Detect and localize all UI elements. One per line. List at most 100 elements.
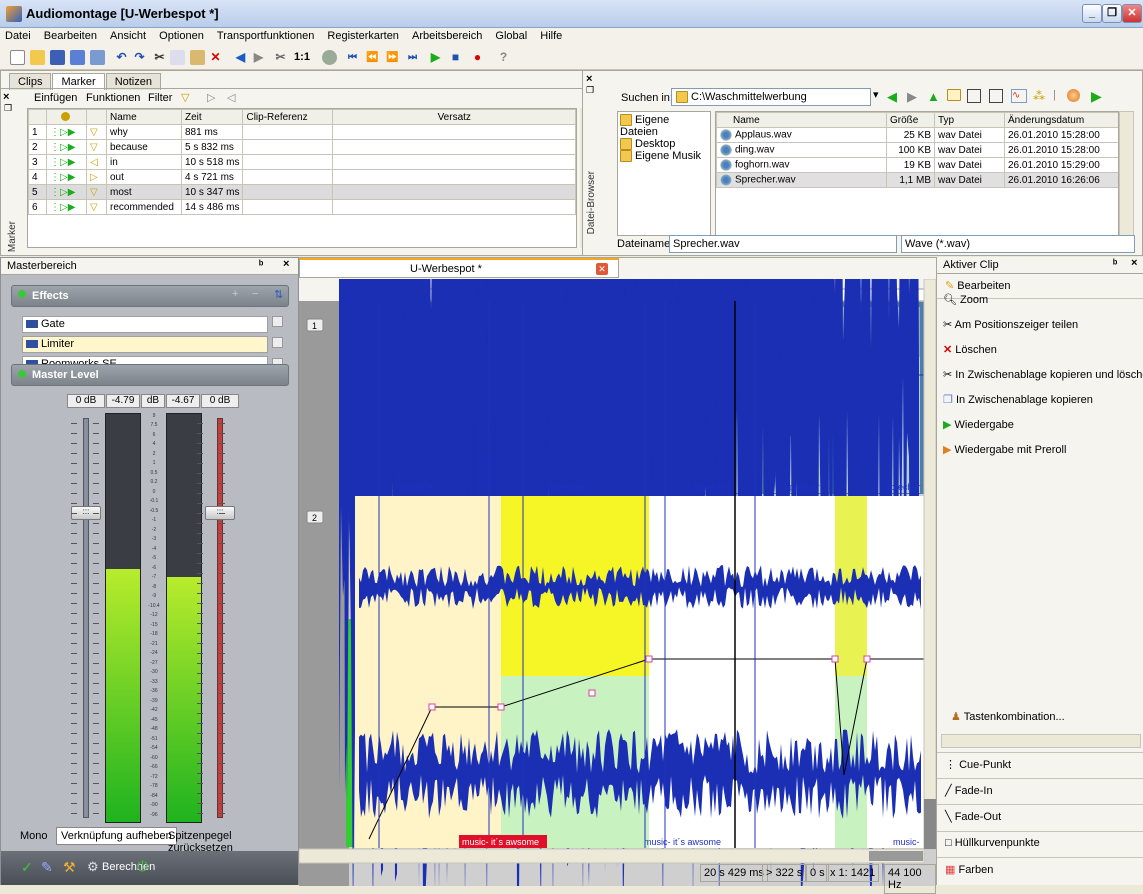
effects-header[interactable]: Effects + − ⇅ <box>11 285 289 307</box>
master-power-icon[interactable] <box>18 370 26 378</box>
split-icon[interactable]: ✂ <box>275 50 286 64</box>
file-row[interactable]: Applaus.wav 25 KB wav Datei 26.01.2010 15:2… <box>716 127 1118 143</box>
fast-forward-icon[interactable]: ⏩ <box>386 52 399 63</box>
dropdown-icon[interactable]: ▾ <box>873 89 879 101</box>
effects-power-icon[interactable] <box>18 290 26 298</box>
track2-number-box[interactable] <box>306 510 324 524</box>
effects-add-icon[interactable]: + <box>232 288 239 300</box>
active-clip-hscroll[interactable] <box>941 734 1141 748</box>
icons-view-icon[interactable] <box>967 89 981 103</box>
cut-icon[interactable]: ✂ <box>154 50 165 64</box>
master-level-header[interactable]: Master Level <box>11 364 289 386</box>
menu-bearbeiten[interactable]: Bearbeiten <box>43 30 97 42</box>
master-float-icon[interactable]: ᵇ <box>259 259 264 271</box>
play-icon[interactable]: ▶ <box>430 50 441 64</box>
unlink-button[interactable]: Verknüpfung aufheben <box>56 827 177 845</box>
filter-menu[interactable]: Filter <box>148 92 173 104</box>
section-envelope-points[interactable]: □ Hüllkurvenpunkte <box>937 831 1143 855</box>
sync-icon[interactable] <box>322 50 337 65</box>
list-view-icon[interactable] <box>989 89 1003 103</box>
menu-global[interactable]: Global <box>495 30 528 42</box>
insert-menu[interactable]: Einfügen <box>34 92 78 104</box>
menu-hilfe[interactable]: Hilfe <box>540 30 563 42</box>
functions-menu[interactable]: Funktionen <box>86 92 141 104</box>
file-row[interactable]: foghorn.wav 19 KB wav Datei 26.01.2010 15:2… <box>716 157 1118 173</box>
marker-start-icon[interactable]: ▷ <box>207 92 216 104</box>
section-fade-out[interactable]: ╲ Fade-Out <box>937 804 1143 828</box>
master-close-icon[interactable]: × <box>283 258 290 270</box>
delete-action[interactable]: ✕ Löschen <box>943 344 997 356</box>
back-nav-icon[interactable]: ◀ <box>887 89 897 104</box>
marker-filter-icon[interactable]: ▽ <box>181 92 190 104</box>
waveform-view-icon[interactable]: ∿ <box>1011 89 1027 103</box>
filetype-select[interactable]: Wave (*.wav) <box>901 235 1135 253</box>
marker-row[interactable]: 3 ⋮▷▶ ◁ in 10 s 518 ms <box>28 154 576 170</box>
effect-slot-limiter[interactable]: Limiter <box>22 336 268 353</box>
delete-icon[interactable]: ✕ <box>210 50 221 64</box>
effects-sort-icon[interactable]: ⇅ <box>274 289 284 301</box>
tab-marker[interactable]: Marker <box>52 73 105 90</box>
tab-notizen[interactable]: Notizen <box>105 73 161 90</box>
envelope-point[interactable] <box>645 655 653 663</box>
split-action[interactable]: ✂ Am Positionszeiger teilen <box>943 319 1079 331</box>
forward-nav-icon[interactable]: ▶ <box>907 89 917 104</box>
new-folder-icon[interactable] <box>947 89 961 102</box>
tab-clips[interactable]: Clips <box>9 73 52 90</box>
track1-number-box[interactable] <box>306 318 324 332</box>
check-icon[interactable]: ✓ <box>21 859 33 875</box>
file-scrollbar[interactable] <box>1119 111 1134 236</box>
menu-ansicht[interactable]: Ansicht <box>110 30 147 42</box>
redo-icon[interactable]: ↷ <box>134 50 145 64</box>
rewind-icon[interactable]: ⏪ <box>366 52 379 63</box>
bypass-limiter[interactable] <box>272 337 283 348</box>
section-colors[interactable]: ▦ Farben <box>937 857 1143 881</box>
close-marker-icon[interactable]: × <box>3 91 10 103</box>
minimize-icon[interactable]: _ <box>1082 4 1102 23</box>
shortcut-link[interactable]: ♟ Tastenkombination... <box>951 711 1065 723</box>
play-action[interactable]: ▶ Wiedergabe <box>943 419 1014 431</box>
preview-play-icon[interactable]: ▶ <box>1091 88 1102 104</box>
restore-icon[interactable]: ❐ <box>1102 4 1122 23</box>
right-fader-track[interactable] <box>217 418 223 818</box>
vertical-scrollbar[interactable] <box>923 279 936 850</box>
menu-optionen[interactable]: Optionen <box>159 30 204 42</box>
zoom-ratio[interactable]: 1:1 <box>294 51 310 63</box>
volume-envelope[interactable] <box>368 658 924 840</box>
undo-icon[interactable]: ↶ <box>116 50 127 64</box>
music-icon[interactable] <box>1067 89 1080 102</box>
envelope-point[interactable] <box>863 655 871 663</box>
play-preroll-action[interactable]: ▶ Wiedergabe mit Preroll <box>943 444 1067 456</box>
tab-close-icon[interactable]: ✕ <box>596 263 608 275</box>
copy-action[interactable]: ❐ In Zwischenablage kopieren <box>943 394 1093 406</box>
effects-remove-icon[interactable]: − <box>252 288 259 300</box>
envelope-point[interactable] <box>497 703 505 711</box>
mono-toggle[interactable]: Mono <box>20 830 48 842</box>
header-size[interactable]: Größe <box>886 112 935 128</box>
cut-action[interactable]: ✂ In Zwischenablage kopieren und löschen <box>943 369 1143 381</box>
marker-row[interactable]: 5 ⋮▷▶ ▽ most 10 s 347 ms <box>28 184 576 200</box>
filename-input[interactable]: Sprecher.wav <box>669 235 897 253</box>
file-row[interactable]: Sprecher.wav 1,1 MB wav Datei 26.01.2010 16… <box>716 172 1118 188</box>
float-browser-icon[interactable]: ❐ <box>586 85 595 95</box>
save-as-icon[interactable] <box>70 50 85 65</box>
compute-button[interactable]: Berechnen <box>102 861 156 873</box>
zoom-action[interactable]: 🔍︎ Zoom <box>943 294 989 306</box>
header-date[interactable]: Änderungsdatum <box>1004 112 1118 128</box>
effect-slot-gate[interactable]: Gate <box>22 316 268 333</box>
marker-row[interactable]: 2 ⋮▷▶ ▽ because 5 s 832 ms <box>28 139 576 155</box>
help-pointer-icon[interactable]: ? <box>499 50 508 64</box>
marker-row[interactable]: 1 ⋮▷▶ ▽ why 881 ms <box>28 124 576 140</box>
copy-icon[interactable] <box>170 50 185 65</box>
envelope-point[interactable] <box>831 655 839 663</box>
header-time[interactable]: Zeit <box>180 109 244 125</box>
gear-icon[interactable]: ⚙ <box>87 859 99 874</box>
open-icon[interactable] <box>30 50 45 65</box>
close-icon[interactable]: ✕ <box>1122 4 1142 23</box>
record-icon[interactable]: ● <box>473 50 482 64</box>
menu-registerkarten[interactable]: Registerkarten <box>327 30 399 42</box>
montage-view[interactable]: 0 s5 s10 s15 s20▽why▽out▽because▽in▽most… <box>299 279 936 886</box>
new-icon[interactable] <box>10 50 25 65</box>
section-fade-in[interactable]: ╱ Fade-In <box>937 778 1143 802</box>
header-file-name[interactable]: Name <box>716 112 887 128</box>
up-folder-icon[interactable]: ▲ <box>927 89 940 104</box>
